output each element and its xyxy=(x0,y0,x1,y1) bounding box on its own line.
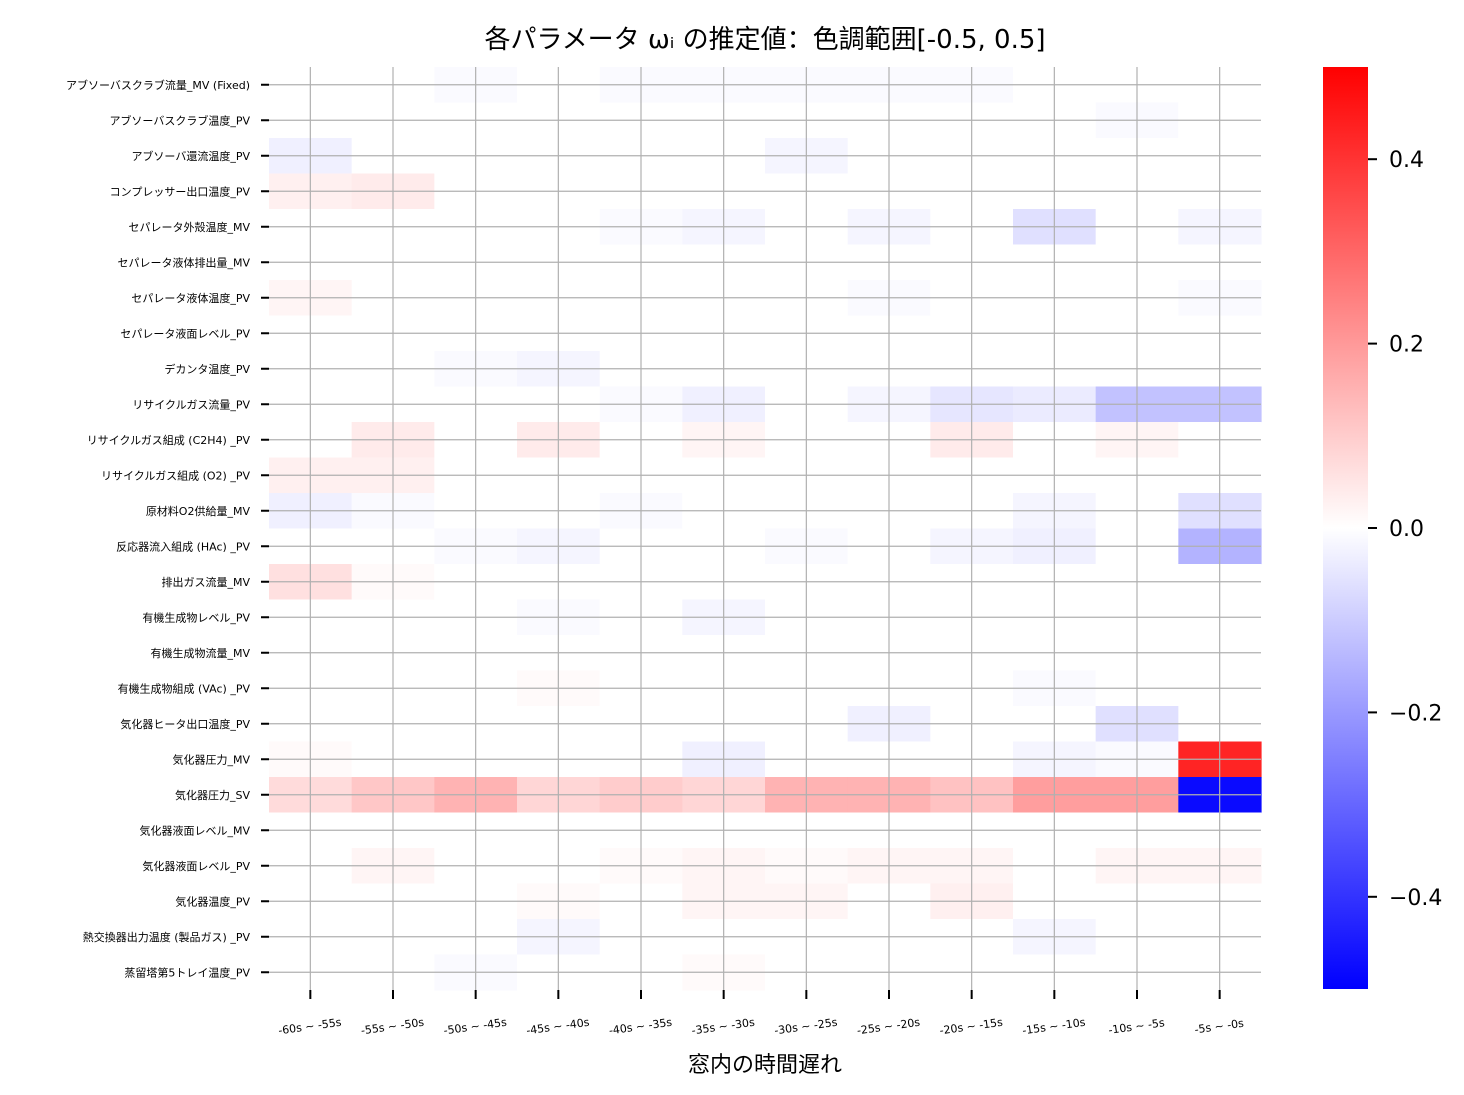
colorbar xyxy=(1323,67,1368,989)
colorbar-tick-label: −0.2 xyxy=(1389,701,1442,726)
y-tick-label: 蒸留塔第5トレイ温度_PV xyxy=(124,965,250,979)
y-tick-label: 気化器圧力_SV xyxy=(175,788,250,802)
x-tick-label: -45s ~ -40s xyxy=(525,1016,590,1038)
y-tick-label: アブソーバスクラブ流量_MV (Fixed) xyxy=(66,78,250,92)
heatmap-cells xyxy=(269,67,1262,991)
grid-lines xyxy=(269,67,1261,990)
colorbar-tick-label: −0.4 xyxy=(1389,886,1442,911)
y-tick-label: アブソーバスクラブ温度_PV xyxy=(109,113,250,127)
x-tick-label: -30s ~ -25s xyxy=(773,1016,838,1038)
x-tick-label: -20s ~ -15s xyxy=(939,1016,1004,1038)
x-tick-label: -50s ~ -45s xyxy=(443,1016,508,1038)
x-tick-label: -55s ~ -50s xyxy=(360,1016,425,1038)
y-tick-label: 原材料O2供給量_MV xyxy=(146,504,251,518)
y-tick-label: 熱交換器出力温度 (製品ガス) _PV xyxy=(83,930,251,944)
y-tick-label: リサイクルガス組成 (O2) _PV xyxy=(101,469,250,482)
y-tick-label: セパレータ液体温度_PV xyxy=(131,291,250,305)
x-tick-label: -25s ~ -20s xyxy=(856,1016,921,1038)
y-tick-label: 気化器温度_PV xyxy=(175,894,250,908)
y-tick-label: 気化器圧力_MV xyxy=(172,752,250,766)
y-tick-label: コンプレッサー出口温度_PV xyxy=(110,184,251,198)
chart-title: 各パラメータ ωᵢ の推定値：色調範囲[-0.5, 0.5] xyxy=(484,25,1045,55)
colorbar-tick-label: 0.4 xyxy=(1389,148,1424,173)
x-tick-label: -35s ~ -30s xyxy=(691,1016,756,1038)
y-tick-label: セパレータ液体排出量_MV xyxy=(117,255,250,269)
y-tick-label: 反応器流入組成 (HAc) _PV xyxy=(116,539,250,553)
y-tick-label: 気化器液面レベル_MV xyxy=(139,823,250,837)
y-tick-label: 有機生成物レベル_PV xyxy=(142,610,250,624)
y-tick-label: 気化器液面レベル_PV xyxy=(142,859,250,873)
colorbar-tick-label: 0.0 xyxy=(1389,517,1424,542)
x-tick-label: -5s ~ -0s xyxy=(1194,1017,1245,1037)
x-tick-label: -15s ~ -10s xyxy=(1021,1016,1086,1038)
y-tick-label: 排出ガス流量_MV xyxy=(161,575,250,589)
y-tick-label: 有機生成物流量_MV xyxy=(150,646,250,660)
y-tick-label: デカンタ温度_PV xyxy=(164,362,250,376)
x-axis: -60s ~ -55s -55s ~ -50s -50s ~ -45s -45s ~ … xyxy=(277,990,1245,1038)
y-tick-label: リサイクルガス組成 (C2H4) _PV xyxy=(87,434,251,447)
y-axis: アブソーバスクラブ流量_MV (Fixed) アブソーバスクラブ温度_PV アブソー… xyxy=(66,78,269,979)
x-tick-label: -40s ~ -35s xyxy=(608,1016,673,1038)
colorbar-tick-label: 0.2 xyxy=(1389,333,1424,358)
y-tick-label: リサイクルガス流量_PV xyxy=(132,397,250,411)
y-tick-label: 有機生成物組成 (VAc) _PV xyxy=(118,681,251,695)
colorbar-ticks: 0.4 0.2 0.0 −0.2 −0.4 xyxy=(1368,148,1442,911)
y-tick-label: セパレータ液面レベル_PV xyxy=(120,326,250,340)
y-tick-label: 気化器ヒータ出口温度_PV xyxy=(120,717,250,731)
x-tick-label: -10s ~ -5s xyxy=(1108,1016,1166,1037)
x-tick-label: -60s ~ -55s xyxy=(277,1016,342,1038)
x-axis-title: 窓内の時間遅れ xyxy=(688,1053,842,1078)
y-tick-label: アブソーバ還流温度_PV xyxy=(131,149,250,163)
y-tick-label: セパレータ外殻温度_MV xyxy=(128,220,250,234)
